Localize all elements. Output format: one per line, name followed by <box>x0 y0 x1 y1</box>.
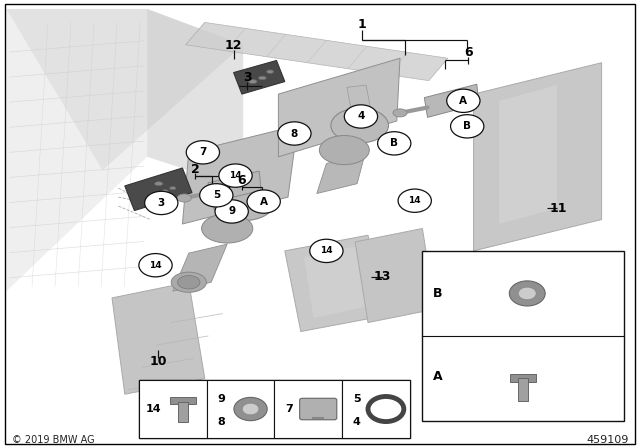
Circle shape <box>278 122 311 145</box>
Text: 12: 12 <box>225 39 243 52</box>
Text: 3: 3 <box>243 70 252 84</box>
Text: 6: 6 <box>237 174 246 187</box>
Text: 14: 14 <box>408 196 421 205</box>
Polygon shape <box>317 155 365 194</box>
Ellipse shape <box>267 70 274 73</box>
Ellipse shape <box>202 214 253 243</box>
Polygon shape <box>234 60 285 94</box>
Polygon shape <box>278 58 400 157</box>
Ellipse shape <box>162 190 168 193</box>
Polygon shape <box>147 9 243 188</box>
Circle shape <box>310 239 343 263</box>
Polygon shape <box>208 171 261 202</box>
Text: A: A <box>433 370 442 383</box>
FancyBboxPatch shape <box>300 398 337 420</box>
Polygon shape <box>186 22 448 81</box>
Text: 13: 13 <box>374 270 392 284</box>
Circle shape <box>219 164 252 187</box>
Polygon shape <box>112 282 205 394</box>
Circle shape <box>186 141 220 164</box>
Text: 3: 3 <box>157 198 165 208</box>
Polygon shape <box>182 125 298 224</box>
Text: 11: 11 <box>549 202 567 215</box>
Text: 4: 4 <box>353 417 361 427</box>
Text: 1: 1 <box>357 18 366 31</box>
Text: 2: 2 <box>191 163 200 176</box>
Text: B: B <box>463 121 471 131</box>
Text: 8: 8 <box>218 417 225 427</box>
Polygon shape <box>499 85 557 224</box>
Polygon shape <box>474 63 602 251</box>
Circle shape <box>247 190 280 213</box>
Bar <box>342 380 410 438</box>
Ellipse shape <box>331 108 388 143</box>
Text: © 2019 BMW AG: © 2019 BMW AG <box>12 435 94 445</box>
Polygon shape <box>173 244 227 291</box>
Circle shape <box>242 403 259 415</box>
Ellipse shape <box>212 187 274 220</box>
Text: 7: 7 <box>285 404 293 414</box>
Circle shape <box>378 132 411 155</box>
Text: 6: 6 <box>464 46 473 60</box>
Text: A: A <box>460 96 467 106</box>
Polygon shape <box>285 235 384 332</box>
Ellipse shape <box>319 135 369 164</box>
Bar <box>275 380 342 438</box>
Ellipse shape <box>259 76 266 80</box>
Text: 9: 9 <box>218 393 225 404</box>
Circle shape <box>518 287 536 300</box>
Polygon shape <box>347 85 371 114</box>
Ellipse shape <box>150 193 157 197</box>
Text: 10: 10 <box>149 355 167 368</box>
Text: 14: 14 <box>149 261 162 270</box>
Circle shape <box>447 89 480 112</box>
Ellipse shape <box>178 276 200 289</box>
Ellipse shape <box>172 272 206 293</box>
Text: 5: 5 <box>212 190 220 200</box>
Text: 4: 4 <box>357 112 365 121</box>
Circle shape <box>145 191 178 215</box>
Polygon shape <box>355 228 435 323</box>
Bar <box>518 378 529 401</box>
Bar <box>139 380 410 438</box>
Polygon shape <box>6 9 243 170</box>
Text: 14: 14 <box>320 246 333 255</box>
Text: 14: 14 <box>229 171 242 180</box>
Text: A: A <box>260 197 268 207</box>
Bar <box>139 380 207 438</box>
Bar <box>178 402 188 422</box>
Text: 14: 14 <box>146 404 161 414</box>
Ellipse shape <box>249 80 257 84</box>
Text: 8: 8 <box>291 129 298 138</box>
Text: B: B <box>390 138 398 148</box>
Text: 459109: 459109 <box>586 435 628 445</box>
Polygon shape <box>424 84 479 117</box>
Circle shape <box>344 105 378 128</box>
Text: B: B <box>433 287 442 300</box>
Polygon shape <box>125 168 192 211</box>
Bar <box>170 397 196 404</box>
Ellipse shape <box>170 186 176 190</box>
Circle shape <box>200 184 233 207</box>
Bar <box>422 251 624 421</box>
Circle shape <box>509 281 545 306</box>
Circle shape <box>234 397 267 421</box>
Text: 5: 5 <box>353 393 360 404</box>
Polygon shape <box>6 9 147 291</box>
Ellipse shape <box>155 182 163 186</box>
Circle shape <box>398 189 431 212</box>
Bar <box>207 380 275 438</box>
Ellipse shape <box>393 109 407 117</box>
Bar <box>511 374 536 382</box>
Text: 7: 7 <box>199 147 207 157</box>
Circle shape <box>139 254 172 277</box>
Polygon shape <box>304 246 365 318</box>
Circle shape <box>215 200 248 223</box>
Text: 9: 9 <box>228 207 236 216</box>
Ellipse shape <box>177 194 191 202</box>
Circle shape <box>451 115 484 138</box>
